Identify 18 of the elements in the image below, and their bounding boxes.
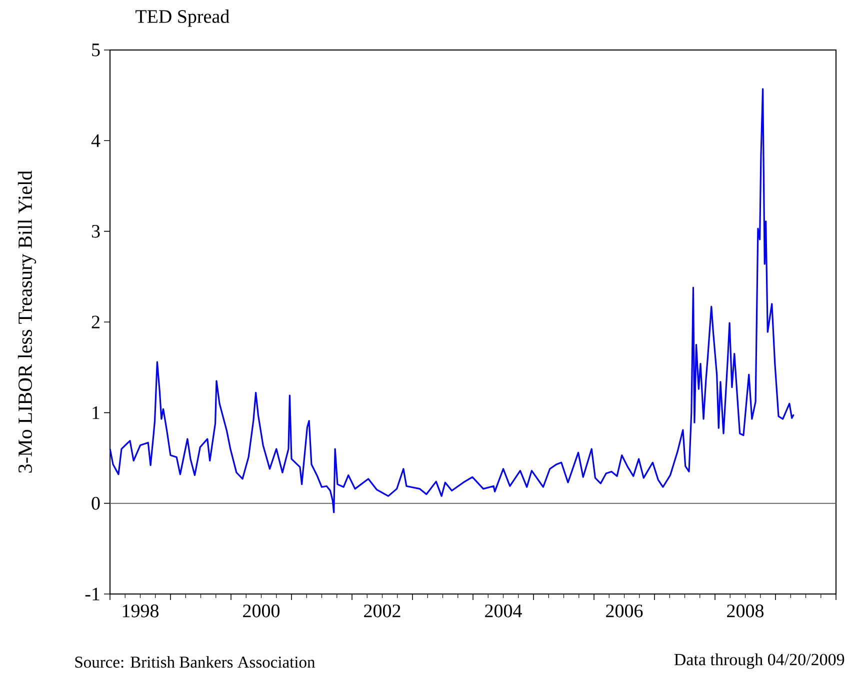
- y-tick-label: -1: [85, 588, 100, 600]
- x-tick-label: 2000: [243, 604, 280, 618]
- line-series: [109, 88, 794, 514]
- y-tick-label: 0: [92, 496, 100, 510]
- y-tick-label: 1: [92, 406, 100, 419]
- x-tick-label: 2008: [727, 604, 764, 618]
- y-tick-label: 2: [92, 316, 100, 328]
- y-tick-label: 3: [92, 224, 100, 238]
- x-tick-label: 1998: [122, 604, 159, 618]
- y-tick-label: 4: [91, 134, 100, 147]
- y-tick-label: 5: [92, 44, 100, 56]
- source-note: Source: British Bankers Association: [75, 656, 316, 668]
- x-tick-label: 2004: [485, 604, 522, 618]
- x-tick-label: 2006: [606, 604, 643, 618]
- text: Data through 04/20/2009: [674, 653, 844, 669]
- chart-title: TED Spread: [136, 10, 230, 27]
- y-axis-title: 3-Mo LIBOR less Treasury Bill Yield: [18, 170, 36, 473]
- x-tick-label: 2002: [364, 604, 400, 618]
